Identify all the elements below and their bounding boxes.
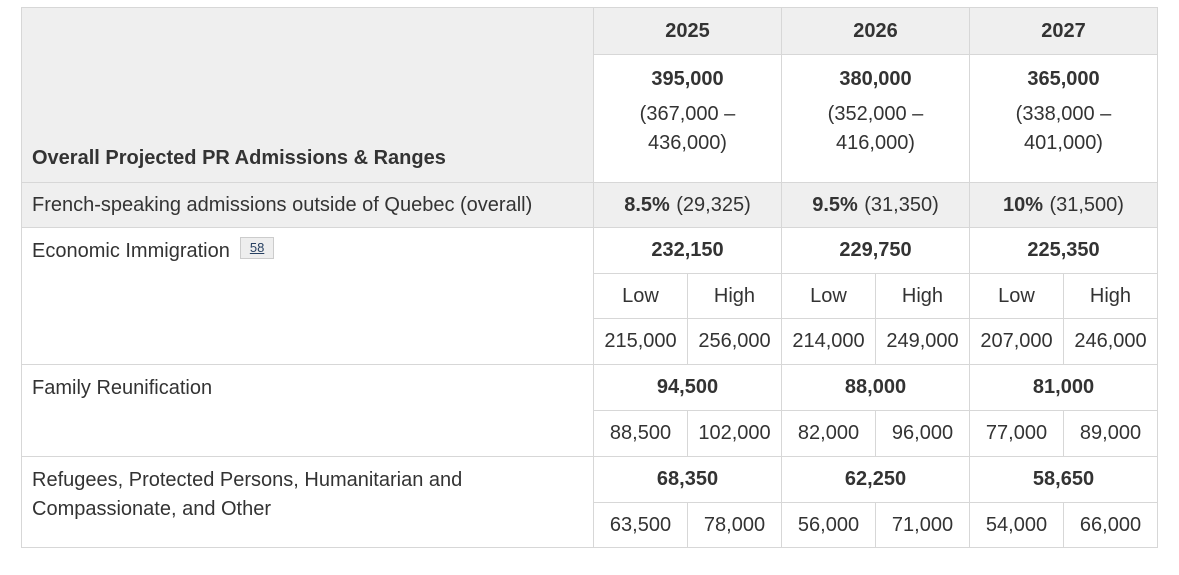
refugees-label: Refugees, Protected Persons, Humanitaria… <box>32 469 463 520</box>
french-value-2027: 10% (31,500) <box>969 182 1158 228</box>
family-high-2026: 96,000 <box>875 410 970 457</box>
refugees-total-row: Refugees, Protected Persons, Humanitaria… <box>21 456 1158 548</box>
refugees-high-2027: 66,000 <box>1063 502 1158 548</box>
year-header-2025: 2025 <box>593 7 782 55</box>
refugees-total-2026: 62,250 <box>781 456 970 503</box>
admissions-table-wrapper: Overall Projected PR Admissions & Ranges… <box>21 7 1158 548</box>
overall-range-2027: (338,000 – 401,000) <box>1015 103 1112 154</box>
economic-total-2025: 232,150 <box>593 227 782 274</box>
french-speaking-row: French-speaking admissions outside of Qu… <box>21 182 1158 228</box>
economic-total-row: Economic Immigration 58 232,150 229,750 2… <box>21 227 1158 365</box>
economic-high-2027: 246,000 <box>1063 318 1158 365</box>
family-high-2027: 89,000 <box>1063 410 1158 457</box>
refugees-total-2027: 58,650 <box>969 456 1158 503</box>
overall-range-2025: (367,000 – 436,000) <box>639 103 736 154</box>
family-total-2027: 81,000 <box>969 364 1158 411</box>
economic-total-2026: 229,750 <box>781 227 970 274</box>
overall-value-2025: 395,000 (367,000 – 436,000) <box>593 54 782 183</box>
french-count-2025: (29,325) <box>676 193 751 216</box>
economic-label: Economic Immigration <box>32 240 230 262</box>
year-header-2027: 2027 <box>969 7 1158 55</box>
overall-total-2025: 395,000 <box>651 68 724 90</box>
french-count-2027: (31,500) <box>1049 193 1124 216</box>
year-header-2026: 2026 <box>781 7 970 55</box>
overall-total-2027: 365,000 <box>1027 68 1100 90</box>
family-total-2025: 94,500 <box>593 364 782 411</box>
refugees-low-2026: 56,000 <box>781 502 876 548</box>
economic-high-2025: 256,000 <box>687 318 782 365</box>
economic-total-2027: 225,350 <box>969 227 1158 274</box>
french-value-2025: 8.5% (29,325) <box>593 182 782 228</box>
year-header-row: Overall Projected PR Admissions & Ranges… <box>21 7 1158 183</box>
overall-value-2027: 365,000 (338,000 – 401,000) <box>969 54 1158 183</box>
refugees-total-2025: 68,350 <box>593 456 782 503</box>
economic-label-cell: Economic Immigration 58 <box>21 227 594 365</box>
economic-low-2027: 207,000 <box>969 318 1064 365</box>
family-total-2026: 88,000 <box>781 364 970 411</box>
french-speaking-label: French-speaking admissions outside of Qu… <box>21 182 594 228</box>
family-low-2027: 77,000 <box>969 410 1064 457</box>
french-percent-2025: 8.5% <box>624 193 670 216</box>
low-header-2026: Low <box>781 273 876 319</box>
footnote-58-link[interactable]: 58 <box>239 237 275 259</box>
family-low-2026: 82,000 <box>781 410 876 457</box>
family-label: Family Reunification <box>32 377 213 399</box>
refugees-high-2025: 78,000 <box>687 502 782 548</box>
overall-value-2026: 380,000 (352,000 – 416,000) <box>781 54 970 183</box>
refugees-high-2026: 71,000 <box>875 502 970 548</box>
overall-admissions-label: Overall Projected PR Admissions & Ranges <box>32 147 446 169</box>
family-total-row: Family Reunification 94,500 88,000 81,00… <box>21 364 1158 457</box>
overall-values-row: 395,000 (367,000 – 436,000) 380,000 (352… <box>22 54 1158 183</box>
overall-admissions-label-cell: Overall Projected PR Admissions & Ranges <box>21 7 594 183</box>
economic-high-2026: 249,000 <box>875 318 970 365</box>
high-header-2025: High <box>687 273 782 319</box>
family-low-2025: 88,500 <box>593 410 688 457</box>
high-header-2027: High <box>1063 273 1158 319</box>
pr-admissions-table: Overall Projected PR Admissions & Ranges… <box>21 7 1158 548</box>
overall-total-2026: 380,000 <box>839 68 912 90</box>
low-header-2025: Low <box>593 273 688 319</box>
french-percent-2027: 10% <box>1003 193 1044 216</box>
low-high-header-row: Low High Low High Low High <box>22 273 1158 319</box>
french-count-2026: (31,350) <box>864 193 939 216</box>
family-range-row: 88,500 102,000 82,000 96,000 77,000 89,0… <box>22 410 1158 457</box>
refugees-label-cell: Refugees, Protected Persons, Humanitaria… <box>21 456 594 548</box>
refugees-range-row: 63,500 78,000 56,000 71,000 54,000 66,00… <box>22 502 1158 548</box>
economic-low-2025: 215,000 <box>593 318 688 365</box>
low-header-2027: Low <box>969 273 1064 319</box>
french-percent-2026: 9.5% <box>812 193 858 216</box>
refugees-low-2027: 54,000 <box>969 502 1064 548</box>
french-value-2026: 9.5% (31,350) <box>781 182 970 228</box>
family-high-2025: 102,000 <box>687 410 782 457</box>
family-label-cell: Family Reunification <box>21 364 594 457</box>
high-header-2026: High <box>875 273 970 319</box>
overall-range-2026: (352,000 – 416,000) <box>827 103 924 154</box>
economic-low-2026: 214,000 <box>781 318 876 365</box>
refugees-low-2025: 63,500 <box>593 502 688 548</box>
